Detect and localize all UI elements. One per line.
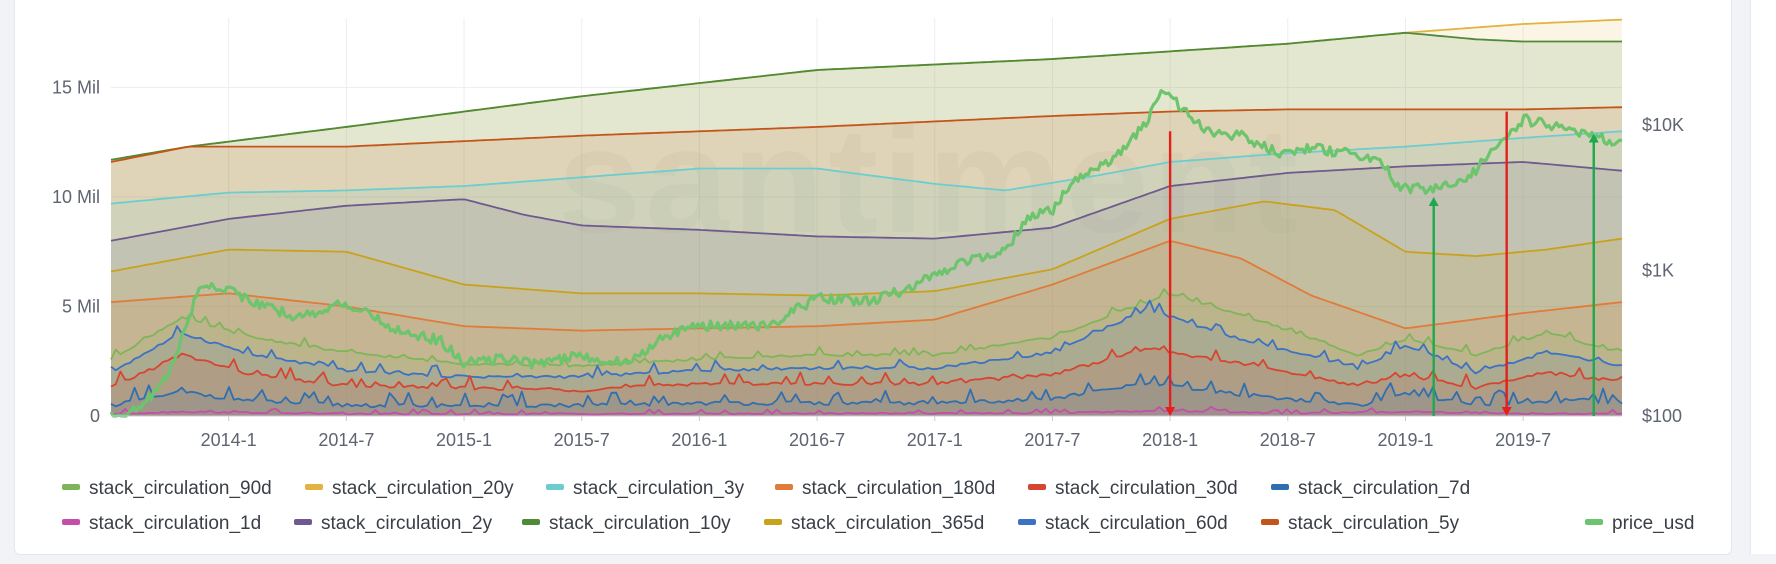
legend-item-stack-circulation-7d[interactable]: stack_circulation_7d <box>1271 478 1470 499</box>
area-stack-circulation-3y <box>111 131 1622 417</box>
line-price-usd[interactable] <box>109 89 1623 418</box>
legend-item-stack-circulation-3y[interactable]: stack_circulation_3y <box>546 478 745 499</box>
legend-item-stack-circulation-30d[interactable]: stack_circulation_30d <box>1028 478 1238 499</box>
y-right-tick-label: $10K <box>1642 115 1684 135</box>
line-stack-circulation-90d[interactable] <box>110 288 1623 368</box>
x-tick-label: 2015-7 <box>554 430 610 450</box>
legend-label: stack_circulation_90d <box>89 478 272 499</box>
legend-item-stack-circulation-180d[interactable]: stack_circulation_180d <box>775 478 995 499</box>
price-series <box>109 89 1623 418</box>
y-axis-right: $100 $1K $10K <box>1642 115 1684 426</box>
line-stack-circulation-60d[interactable] <box>110 299 1623 380</box>
legend-item-stack-circulation-90d[interactable]: stack_circulation_90d <box>62 478 272 499</box>
legend-swatch <box>1271 484 1289 490</box>
line-stack-circulation-3y[interactable] <box>110 130 1623 205</box>
legend-swatch <box>62 519 80 525</box>
area-stack-circulation-1d <box>111 406 1622 416</box>
legend-label: stack_circulation_30d <box>1055 478 1238 499</box>
area-stack-circulation-365d <box>111 201 1622 416</box>
x-tick-label: 2014-1 <box>201 430 257 450</box>
legend-item-price-usd[interactable]: price_usd <box>1585 513 1694 534</box>
line-stack-circulation-10y[interactable] <box>110 31 1622 161</box>
legend-item-stack-circulation-5y[interactable]: stack_circulation_5y <box>1261 513 1460 534</box>
legend-label: stack_circulation_7d <box>1298 478 1470 499</box>
legend-label: stack_circulation_3y <box>573 478 745 499</box>
chart-card <box>14 0 1732 555</box>
line-stack-circulation-365d[interactable] <box>110 200 1623 297</box>
x-axis: 2014-1 2014-7 2015-1 2015-7 2016-1 2016-7 2017… <box>111 415 1622 450</box>
x-tick-label: 2018-1 <box>1142 430 1198 450</box>
area-stack-circulation-180d <box>111 241 1622 416</box>
legend-label: stack_circulation_2y <box>321 513 493 534</box>
sell-arrow <box>1501 111 1512 416</box>
y-left-tick-label: 15 Mil <box>52 78 100 98</box>
x-tick-label: 2016-7 <box>789 430 845 450</box>
y-left-tick-label: 0 <box>90 406 100 426</box>
legend-swatch <box>1018 519 1036 525</box>
y-right-tick-label: $100 <box>1642 406 1682 426</box>
y-left-tick-label: 10 Mil <box>52 187 100 207</box>
buy-arrow <box>1588 133 1599 416</box>
legend-swatch <box>522 519 540 525</box>
sell-arrow <box>1165 131 1176 416</box>
legend-swatch <box>62 484 80 490</box>
area-stack-circulation-10y <box>111 32 1622 417</box>
legend-item-stack-circulation-20y[interactable]: stack_circulation_20y <box>305 478 514 499</box>
legend-swatch <box>775 484 793 490</box>
area-stack-circulation-2y <box>111 162 1622 416</box>
x-tick-label: 2017-1 <box>907 430 963 450</box>
side-panel-edge <box>1750 0 1776 554</box>
line-stack-circulation-7d[interactable] <box>110 373 1623 409</box>
area-stack-circulation-30d <box>111 346 1622 416</box>
legend-swatch <box>1585 519 1603 525</box>
legend-item-stack-circulation-365d[interactable]: stack_circulation_365d <box>764 513 984 534</box>
legend-swatch <box>1261 519 1279 525</box>
legend[interactable]: stack_circulation_90d stack_circulation_2… <box>62 478 1694 534</box>
x-tick-label: 2014-7 <box>318 430 374 450</box>
legend-swatch <box>1028 484 1046 490</box>
legend-label: stack_circulation_10y <box>549 513 731 534</box>
legend-swatch <box>305 484 323 490</box>
x-tick-label: 2015-1 <box>436 430 492 450</box>
legend-label: stack_circulation_60d <box>1045 513 1228 534</box>
area-stack-circulation-20y <box>111 19 1622 416</box>
line-stack-circulation-1d[interactable] <box>110 406 1623 416</box>
x-tick-label: 2019-7 <box>1495 430 1551 450</box>
annotation-arrows <box>1165 111 1599 416</box>
legend-label: stack_circulation_20y <box>332 478 514 499</box>
legend-item-stack-circulation-1d[interactable]: stack_circulation_1d <box>62 513 261 534</box>
legend-label: stack_circulation_180d <box>802 478 995 499</box>
line-stack-circulation-2y[interactable] <box>110 161 1623 242</box>
x-tick-label: 2016-1 <box>671 430 727 450</box>
legend-swatch <box>764 519 782 525</box>
series-areas <box>110 18 1623 417</box>
legend-label: price_usd <box>1612 513 1694 534</box>
y-right-tick-label: $1K <box>1642 261 1674 281</box>
legend-item-stack-circulation-60d[interactable]: stack_circulation_60d <box>1018 513 1228 534</box>
legend-item-stack-circulation-10y[interactable]: stack_circulation_10y <box>522 513 731 534</box>
line-stack-circulation-5y[interactable] <box>110 106 1623 163</box>
buy-arrow <box>1428 197 1439 416</box>
legend-label: stack_circulation_1d <box>89 513 261 534</box>
y-left-tick-label: 5 Mil <box>62 297 100 317</box>
legend-item-stack-circulation-2y[interactable]: stack_circulation_2y <box>294 513 493 534</box>
x-tick-label: 2017-7 <box>1024 430 1080 450</box>
x-tick-label: 2018-7 <box>1260 430 1316 450</box>
legend-label: stack_circulation_365d <box>791 513 984 534</box>
y-axis-left: 0 5 Mil 10 Mil 15 Mil <box>52 78 100 427</box>
legend-swatch <box>546 484 564 490</box>
x-tick-label: 2019-1 <box>1377 430 1433 450</box>
line-stack-circulation-30d[interactable] <box>110 345 1623 393</box>
legend-label: stack_circulation_5y <box>1288 513 1460 534</box>
watermark: santiment <box>558 96 1302 264</box>
legend-swatch <box>294 519 312 525</box>
